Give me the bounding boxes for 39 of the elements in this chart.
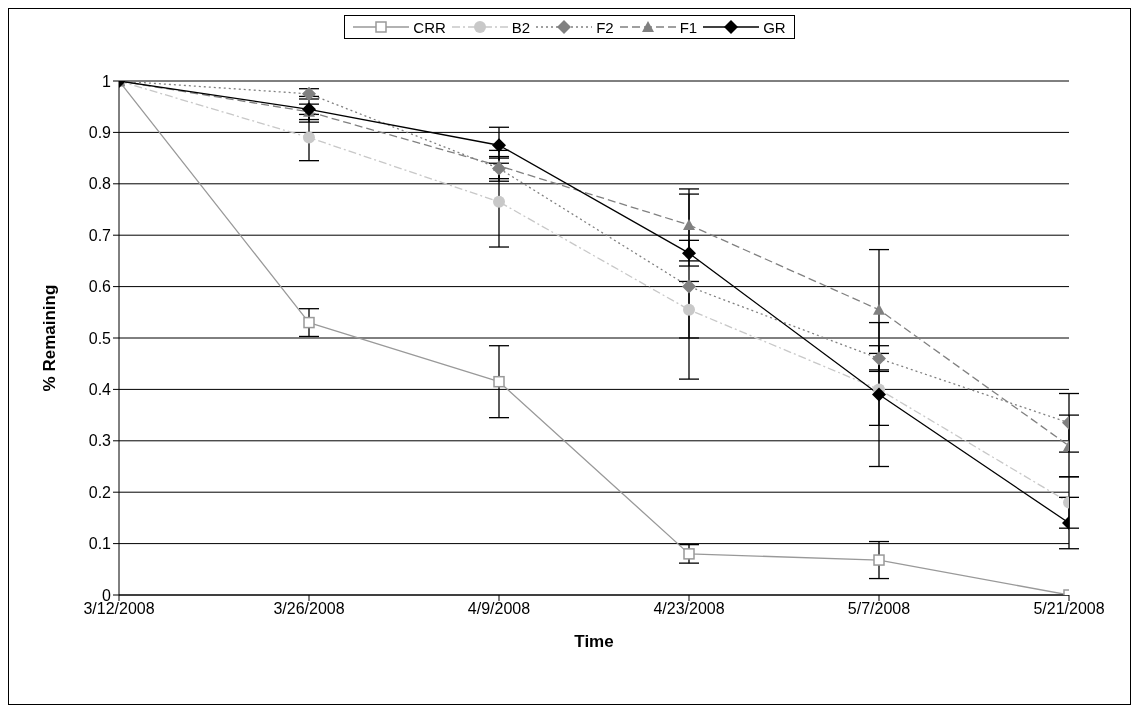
legend-label: F2 — [596, 18, 614, 36]
point — [872, 351, 886, 366]
x-tick-label: 4/9/2008 — [467, 600, 531, 618]
y-tick-label: 1 — [102, 72, 112, 90]
point — [493, 195, 505, 208]
x-axis-title: Time — [574, 632, 614, 651]
point — [683, 548, 695, 560]
legend-label: CRR — [413, 18, 446, 36]
y-tick-label: 0.7 — [88, 226, 112, 244]
y-tick-label: 0.6 — [88, 278, 112, 296]
x-tick-label: 3/26/2008 — [273, 600, 345, 618]
point — [302, 86, 316, 101]
y-tick-label: 0.5 — [88, 329, 112, 347]
y-tick-label: 0.4 — [88, 381, 112, 399]
y-tick-label: 0.8 — [88, 175, 112, 193]
point — [493, 375, 505, 388]
y-axis-title: % Remaining — [40, 284, 60, 392]
x-tick-label: 5/21/2008 — [1033, 600, 1105, 618]
point — [303, 131, 315, 144]
point — [873, 554, 885, 566]
point — [683, 303, 695, 316]
x-tick-label: 3/12/2008 — [83, 600, 155, 618]
point — [493, 159, 505, 171]
point — [682, 246, 696, 261]
point — [683, 218, 695, 230]
y-tick-label: 0.2 — [88, 483, 112, 501]
point — [872, 387, 886, 402]
point — [682, 279, 696, 294]
x-tick-label: 4/23/2008 — [653, 600, 725, 618]
y-tick-label: 0.1 — [88, 535, 112, 553]
point — [492, 138, 506, 153]
point — [873, 303, 885, 315]
legend-label: F1 — [679, 18, 698, 36]
legend-label: B2 — [511, 18, 531, 36]
y-tick-label: 0.3 — [88, 432, 112, 450]
y-tick-label: 0.9 — [88, 124, 112, 142]
x-tick-label: 5/7/2008 — [847, 600, 911, 618]
legend-label: GR — [763, 18, 786, 36]
point — [303, 316, 315, 329]
